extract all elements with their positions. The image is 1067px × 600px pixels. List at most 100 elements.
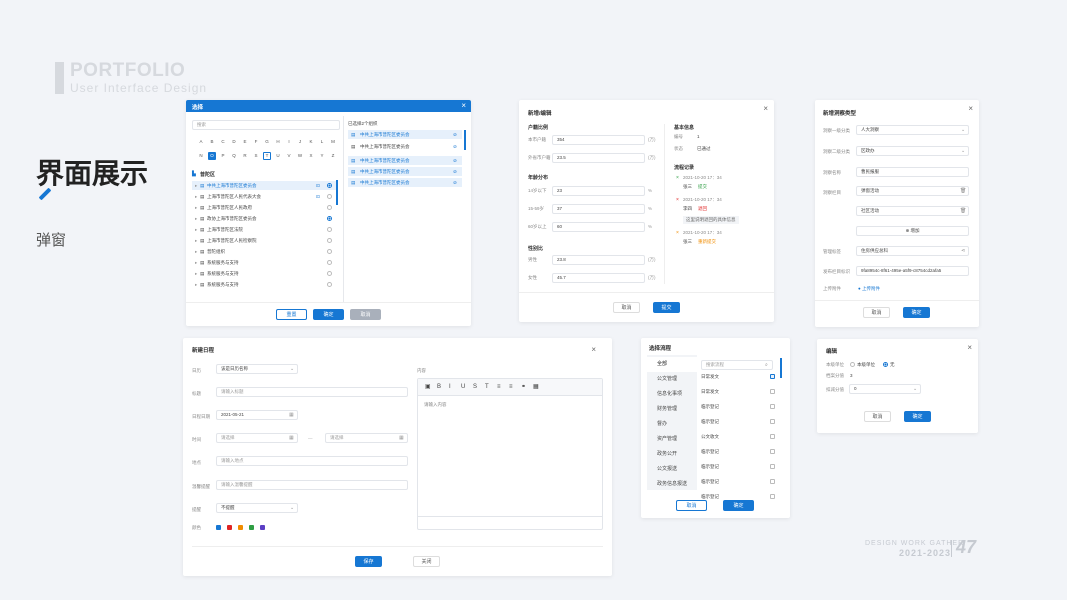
submit-button[interactable]: 提交 <box>653 302 680 313</box>
tree-row[interactable]: ▸ ▤ 上海市普陀区人民检察院 <box>192 236 336 245</box>
select-radio[interactable] <box>327 216 332 221</box>
select-radio[interactable] <box>327 249 332 254</box>
strike-icon[interactable]: S <box>473 384 478 390</box>
search-input[interactable]: 搜索 <box>192 120 340 130</box>
process-checkbox[interactable] <box>770 479 775 484</box>
select-radio[interactable] <box>327 194 332 199</box>
publish-id-input[interactable]: 9fa8954c-8f61-495e-a5f9-c8754cd2afa5 <box>856 266 969 276</box>
process-item[interactable]: 临示登记 <box>701 464 719 469</box>
upload-link[interactable]: ● 上传附件 <box>858 286 880 292</box>
bullet-list-icon[interactable]: ≡ <box>497 384 501 390</box>
link-icon[interactable]: ⚭ <box>521 384 527 390</box>
process-item[interactable]: 临示登记 <box>701 419 719 424</box>
process-item[interactable]: 日常发文 <box>701 374 719 379</box>
reminder-note-input[interactable]: 请输入温馨提醒 <box>216 480 408 490</box>
delete-icon[interactable]: 🗑 <box>960 188 967 194</box>
tag-input[interactable]: 住房供应总科 <box>856 246 969 256</box>
letter-index[interactable]: I <box>288 139 290 144</box>
process-checkbox[interactable] <box>770 374 775 379</box>
letter-index[interactable]: G <box>265 139 269 144</box>
end-time-input[interactable]: 请选择 <box>325 433 408 443</box>
select-radio[interactable] <box>327 238 332 243</box>
letter-index[interactable]: Z <box>331 153 335 158</box>
add-column-button[interactable]: ⊕ 增加 <box>856 226 969 236</box>
letter-index[interactable]: Q <box>232 153 236 158</box>
letter-index[interactable]: W <box>297 153 303 158</box>
process-item[interactable]: 临示登记 <box>701 449 719 454</box>
category-item[interactable]: 督办 <box>657 421 668 427</box>
search-input[interactable]: 搜索流程 <box>701 360 773 370</box>
process-checkbox[interactable] <box>770 389 775 394</box>
tag-icon[interactable]: ⊡ <box>316 194 320 199</box>
italic-icon[interactable]: I <box>449 384 451 390</box>
process-item[interactable]: 公文收文 <box>701 434 719 439</box>
process-item[interactable]: 临示登记 <box>701 494 719 499</box>
tree-row[interactable]: ▸ ▤ 政协上海市普陀区委员会 <box>192 214 336 223</box>
color-swatch[interactable] <box>238 525 243 530</box>
remove-icon[interactable]: ⊘ <box>453 132 457 137</box>
process-checkbox[interactable] <box>770 449 775 454</box>
remove-icon[interactable]: ⊘ <box>453 144 457 149</box>
letter-index[interactable]: K <box>309 139 313 144</box>
ok-button[interactable]: 确定 <box>903 307 930 318</box>
category-item[interactable]: 信息化事项 <box>657 391 683 397</box>
underline-icon[interactable]: U <box>461 384 466 390</box>
letter-index[interactable]: L <box>320 139 324 144</box>
cancel-button[interactable]: 取消 <box>863 307 890 318</box>
tree-row[interactable]: ▸ ▤ 系统服务与支持 <box>192 280 336 289</box>
cancel-button[interactable]: 取消 <box>676 500 707 511</box>
field-input[interactable]: 曹民报服 <box>856 167 969 177</box>
tree-row[interactable]: ▸ ▤ 中共上海市普陀区委员会 ⊡ <box>192 181 336 190</box>
location-input[interactable]: 请输入地点 <box>216 456 408 466</box>
color-swatch[interactable] <box>249 525 254 530</box>
process-item[interactable]: 临示登记 <box>701 479 719 484</box>
date-input[interactable]: 2021-05-21 <box>216 410 298 420</box>
value-input[interactable]: 45.7 <box>552 273 645 283</box>
reminder-select[interactable]: 不提醒 <box>216 503 298 513</box>
letter-index[interactable]: A <box>199 139 203 144</box>
calendar-select[interactable]: 该是日历名称 <box>216 364 298 374</box>
scrollbar[interactable] <box>780 358 782 378</box>
category-item[interactable]: 公文报送 <box>657 466 678 472</box>
unit-radio-self[interactable] <box>850 362 855 367</box>
process-checkbox[interactable] <box>770 404 775 409</box>
category-item[interactable]: 全部 <box>647 357 697 372</box>
letter-index[interactable]: D <box>232 139 236 144</box>
letter-index[interactable]: H <box>276 139 280 144</box>
close-icon[interactable]: × <box>763 104 768 113</box>
image-icon[interactable]: ▣ <box>425 384 431 390</box>
delete-icon[interactable]: 🗑 <box>960 208 967 214</box>
process-checkbox[interactable] <box>770 419 775 424</box>
letter-index[interactable]: N <box>199 153 203 158</box>
value-input[interactable]: 37 <box>552 204 645 214</box>
value-input[interactable]: 23.8 <box>552 255 645 265</box>
process-item[interactable]: 日常发文 <box>701 389 719 394</box>
letter-index[interactable]: M <box>331 139 335 144</box>
title-input[interactable]: 请输入标题 <box>216 387 408 397</box>
select-radio[interactable] <box>327 260 332 265</box>
letter-index[interactable]: U <box>276 153 280 158</box>
close-icon[interactable]: × <box>967 343 972 352</box>
tree-row[interactable]: ▸ ▤ 普陀组织 <box>192 247 336 256</box>
letter-index[interactable]: Y <box>320 153 324 158</box>
process-item[interactable]: 临示登记 <box>701 404 719 409</box>
tag-icon[interactable]: ⊡ <box>316 183 320 188</box>
value-input[interactable]: 354 <box>552 135 645 145</box>
select-radio[interactable] <box>327 282 332 287</box>
category-item[interactable]: 政务信息报送 <box>657 481 688 487</box>
share-icon[interactable]: ⋖ <box>961 248 966 254</box>
cancel-button[interactable]: 取消 <box>864 411 891 422</box>
close-icon[interactable]: × <box>591 345 596 354</box>
reset-button[interactable]: 重置 <box>276 309 307 320</box>
category-item[interactable]: 资产管理 <box>657 436 678 442</box>
process-checkbox[interactable] <box>770 494 775 499</box>
column-input[interactable]: 社区活动 <box>856 206 969 216</box>
ok-button[interactable]: 确定 <box>723 500 754 511</box>
bold-icon[interactable]: B <box>437 384 442 390</box>
column-input[interactable]: 弹窗活动 <box>856 186 969 196</box>
color-swatch[interactable] <box>216 525 221 530</box>
select-radio[interactable] <box>327 271 332 276</box>
table-icon[interactable]: ▦ <box>533 384 539 390</box>
value-input[interactable]: 60 <box>552 222 645 232</box>
clear-format-icon[interactable]: T <box>485 384 489 390</box>
